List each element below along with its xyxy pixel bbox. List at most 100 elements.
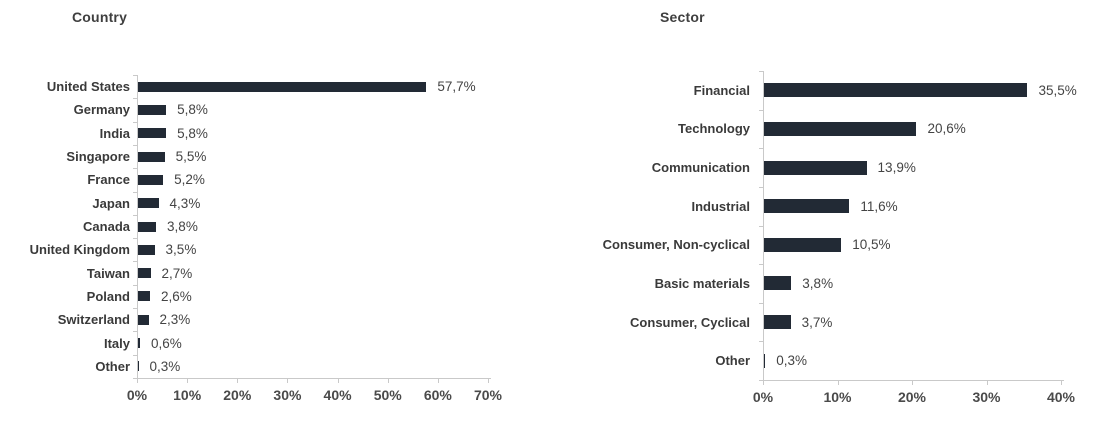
bar-cell: 3,8% (763, 276, 1100, 291)
value-label: 5,2% (174, 172, 205, 188)
bar-cell: 3,7% (763, 315, 1100, 330)
bar-row: Singapore 5,5% (0, 145, 550, 168)
bar-cell: 3,8% (137, 219, 550, 234)
x-tick (287, 378, 289, 383)
bar (137, 291, 151, 302)
category-label: United States (46, 79, 130, 95)
x-tick-label: 30% (972, 389, 1001, 405)
bar-row: Financial 35,5% (550, 71, 1100, 110)
bar-cell: 0,3% (763, 353, 1100, 368)
category-label: Taiwan (86, 265, 130, 281)
bar-cell: 13,9% (763, 160, 1100, 175)
category-label: India (99, 125, 130, 141)
bar (763, 199, 850, 214)
y-tick (133, 378, 137, 379)
bar-cell: 4,3% (137, 196, 550, 211)
bar-cell: 35,5% (763, 83, 1100, 98)
x-tick (187, 378, 189, 383)
bar (763, 315, 791, 330)
y-tick (133, 144, 137, 146)
y-tick (133, 354, 137, 356)
bar-cell: 2,6% (137, 289, 550, 304)
bar (763, 353, 766, 368)
x-tick (986, 380, 988, 385)
bar (763, 237, 842, 252)
bar-cell: 11,6% (763, 199, 1100, 214)
bar-row: Japan 4,3% (0, 192, 550, 215)
y-tick (133, 261, 137, 263)
y-tick (759, 71, 763, 72)
y-tick (133, 191, 137, 193)
bar (763, 83, 1028, 98)
value-label: 2,7% (161, 265, 193, 281)
bar (137, 221, 157, 232)
bar-cell: 57,7% (137, 79, 550, 94)
y-tick (759, 302, 763, 304)
y-tick (759, 380, 763, 381)
y-tick (133, 238, 137, 240)
bar (137, 338, 140, 349)
bar-row: Switzerland 2,3% (0, 308, 550, 331)
category-label: Basic materials (654, 275, 750, 291)
value-label: 11,6% (860, 198, 898, 214)
bar-cell: 2,3% (137, 312, 550, 327)
y-tick (133, 75, 137, 76)
value-label: 10,5% (852, 237, 891, 253)
bar-cell: 2,7% (137, 266, 550, 281)
bar (137, 174, 164, 185)
y-tick (759, 341, 763, 343)
x-tick (763, 380, 764, 385)
y-tick (759, 109, 763, 111)
value-label: 35,5% (1038, 82, 1077, 98)
x-tick-label: 10% (823, 389, 852, 405)
y-tick (133, 284, 137, 286)
category-label: Italy (103, 335, 130, 351)
value-label: 5,5% (175, 149, 207, 165)
bar (137, 268, 151, 279)
category-label: United Kingdom (29, 242, 130, 258)
value-label: 0,6% (151, 335, 182, 351)
x-tick-label: 10% (173, 387, 202, 403)
value-label: 0,3% (776, 353, 808, 369)
bar-row: Consumer, Cyclical 3,7% (550, 303, 1100, 342)
bar-row: Other 0,3% (0, 355, 550, 378)
bar (137, 198, 159, 209)
bar-cell: 10,5% (763, 237, 1100, 252)
bar-cell: 0,6% (137, 336, 550, 351)
category-label: Consumer, Non-cyclical (602, 237, 750, 253)
y-tick (133, 98, 137, 100)
category-label: Japan (92, 195, 130, 211)
bar (763, 276, 792, 291)
chart-title-sector: Sector (660, 9, 705, 25)
bar-row: Communication 13,9% (550, 148, 1100, 187)
x-tick-label: 40% (323, 387, 352, 403)
bar-cell: 0,3% (137, 359, 550, 374)
x-tick-label: 20% (223, 387, 252, 403)
bar (763, 121, 917, 136)
bar-cell: 5,5% (137, 149, 550, 164)
value-label: 20,6% (927, 121, 966, 137)
category-label: Canada (83, 219, 130, 235)
bar (137, 244, 155, 255)
x-tick-label: 0% (126, 387, 148, 403)
category-label: France (87, 172, 130, 188)
x-tick (1061, 380, 1062, 385)
x-axis-line (137, 378, 491, 379)
x-tick-label: 50% (373, 387, 402, 403)
bar (137, 151, 165, 162)
bar-row: United States 57,7% (0, 75, 550, 98)
bar-row: Consumer, Non-cyclical 10,5% (550, 226, 1100, 265)
value-label: 4,3% (169, 195, 201, 211)
bar-cell: 20,6% (763, 121, 1100, 136)
bar-cell: 3,5% (137, 242, 550, 257)
category-label: Financial (693, 82, 750, 98)
y-axis-line (137, 75, 138, 378)
bar-cell: 5,8% (137, 126, 550, 141)
y-tick (133, 308, 137, 310)
category-label: Switzerland (57, 312, 130, 328)
value-label: 5,8% (177, 102, 208, 118)
y-tick (759, 186, 763, 188)
category-label: Singapore (66, 149, 130, 165)
category-label: Consumer, Cyclical (630, 314, 750, 330)
